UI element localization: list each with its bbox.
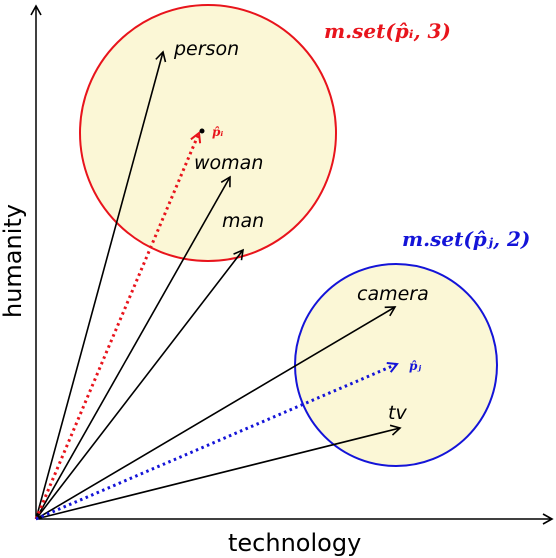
set-j-label: m.set(p̂ⱼ, 2) (402, 227, 530, 251)
word-label-camera: camera (357, 283, 429, 305)
y-axis-label: humanity (0, 204, 27, 318)
vector-camera (35, 306, 397, 520)
p-i-point (199, 128, 205, 134)
vector-tv (35, 424, 402, 520)
p-j-label: p̂ⱼ (409, 359, 421, 373)
vector-p-i (34, 133, 199, 520)
set-i-circle (79, 4, 337, 262)
word-label-tv: tv (388, 402, 407, 424)
word-label-woman: woman (194, 152, 263, 174)
p-i-label: p̂ᵢ (212, 125, 223, 139)
word-label-person: person (173, 38, 239, 60)
vector-man (35, 248, 245, 520)
set-i-label: m.set(p̂ᵢ, 3) (324, 19, 451, 43)
x-axis-label: technology (228, 529, 361, 557)
word-label-man: man (222, 210, 264, 232)
vector-person (35, 50, 167, 520)
vector-woman (35, 175, 231, 520)
